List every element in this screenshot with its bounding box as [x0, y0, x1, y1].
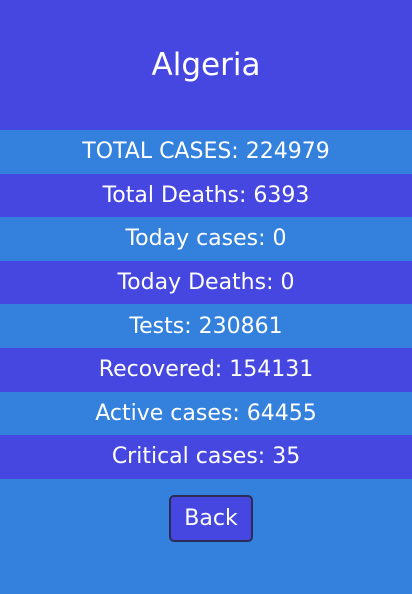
- stat-total-cases: TOTAL CASES: 224979: [0, 130, 412, 174]
- stat-today-deaths: Today Deaths: 0: [0, 260, 412, 305]
- back-button[interactable]: Back: [169, 495, 253, 542]
- stat-critical-cases: Critical cases: 35: [0, 435, 412, 479]
- stat-tests: Tests: 230861: [0, 304, 412, 348]
- stat-today-cases: Today cases: 0: [0, 217, 412, 261]
- stat-total-deaths: Total Deaths: 6393: [0, 173, 412, 218]
- stat-active-cases: Active cases: 64455: [0, 391, 412, 436]
- country-title: Algeria: [151, 46, 261, 83]
- stats-list: TOTAL CASES: 224979 Total Deaths: 6393 T…: [0, 130, 412, 479]
- stat-recovered: Recovered: 154131: [0, 347, 412, 392]
- header: Algeria: [0, 0, 412, 130]
